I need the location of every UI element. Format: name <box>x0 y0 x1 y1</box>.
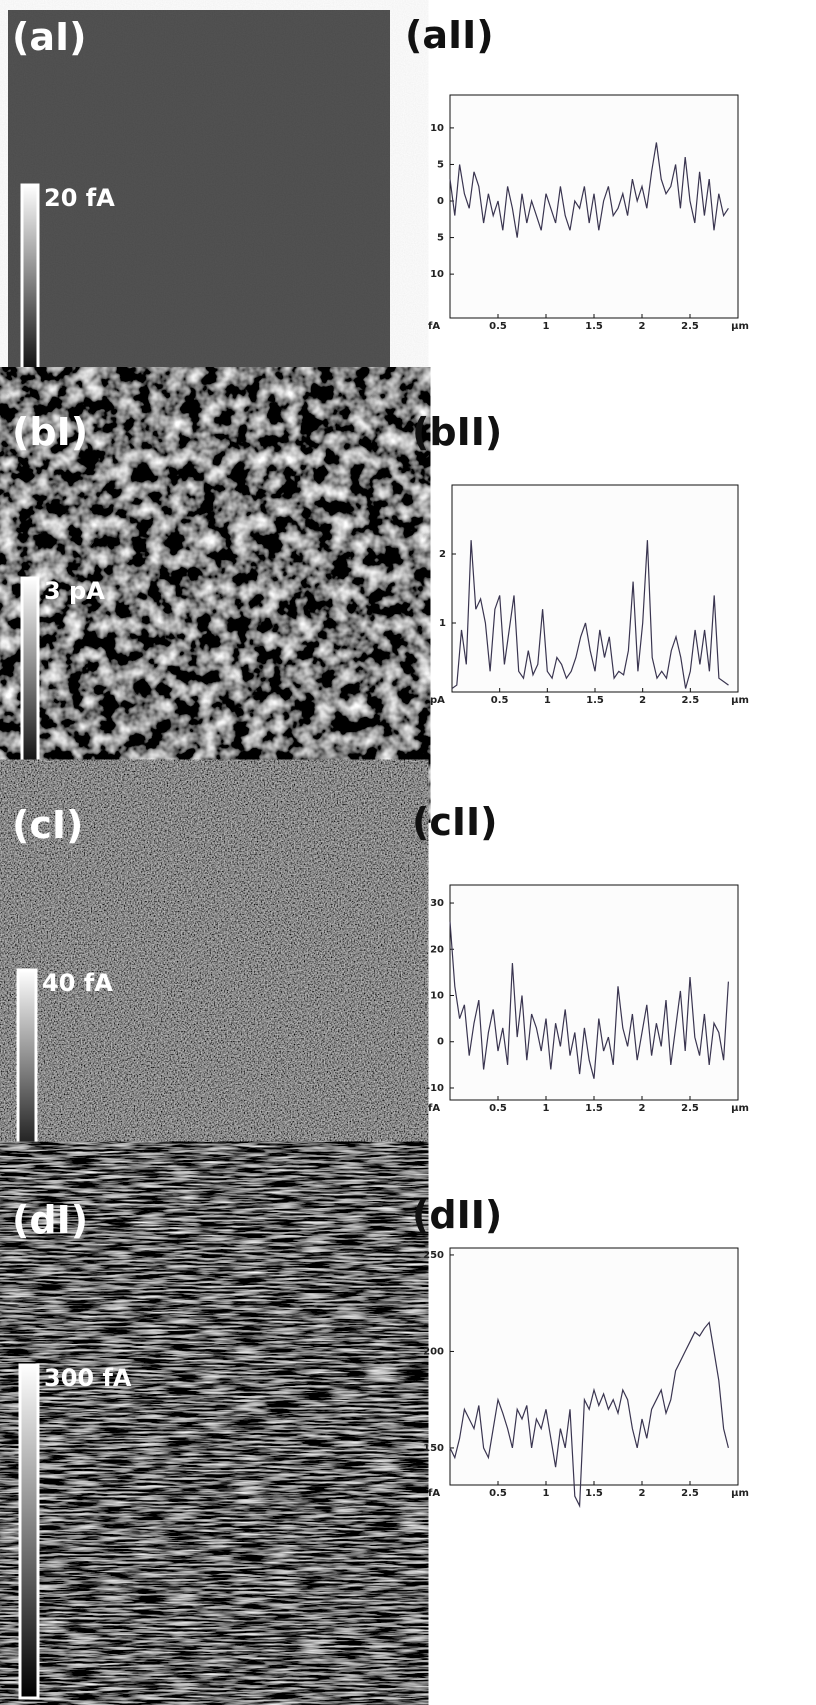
y-tick-label: 200 <box>423 1346 444 1357</box>
data-line <box>449 142 729 238</box>
image-texture <box>8 1193 390 1705</box>
x-tick-label: 1.5 <box>585 1103 603 1114</box>
y-tick-label: 150 <box>423 1443 444 1454</box>
x-tick-label: 1 <box>543 321 550 332</box>
x-unit-label: µm <box>731 695 749 706</box>
image-texture <box>8 798 390 1180</box>
y-tick-label: 2 <box>439 549 446 560</box>
x-tick-label: 1 <box>543 1103 550 1114</box>
image-label: (aI) <box>12 15 87 59</box>
y-tick-label: 0 <box>437 196 444 207</box>
x-tick-label: 2.5 <box>681 1488 699 1499</box>
x-tick-label: 1 <box>543 1488 550 1499</box>
x-tick-label: 2 <box>639 321 646 332</box>
x-tick-label: 0.5 <box>489 1103 507 1114</box>
data-line <box>449 921 729 1079</box>
y-unit-label: fA <box>428 1103 440 1114</box>
chart-title: (dII) <box>412 1193 502 1237</box>
scale-label: 300 fA <box>44 1364 132 1392</box>
image-texture <box>8 405 392 785</box>
chart-title: (aII) <box>405 13 494 57</box>
image-label: (bI) <box>12 410 88 454</box>
y-tick-label: 10 <box>430 991 444 1002</box>
x-tick-label: 2 <box>639 1103 646 1114</box>
y-tick-label: 10 <box>430 123 444 134</box>
x-unit-label: µm <box>731 1103 749 1114</box>
plot-area <box>449 94 739 319</box>
x-tick-label: 2 <box>639 695 646 706</box>
x-tick-label: 0.5 <box>489 321 507 332</box>
y-tick-label: 1 <box>439 618 446 629</box>
image-texture <box>8 10 390 390</box>
x-tick-label: 1.5 <box>585 321 603 332</box>
data-line <box>451 540 729 689</box>
x-tick-label: 1 <box>544 695 551 706</box>
plot-area <box>449 884 739 1101</box>
y-unit-label: fA <box>428 321 440 332</box>
x-tick-label: 1.5 <box>586 695 604 706</box>
scale-bar <box>16 968 38 1172</box>
y-tick-label: 20 <box>430 944 444 955</box>
y-tick-label: 0 <box>437 1037 444 1048</box>
scale-bar <box>18 1363 40 1700</box>
y-tick-label: 5 <box>437 159 444 170</box>
x-unit-label: µm <box>731 321 749 332</box>
image-label: (dI) <box>12 1198 88 1242</box>
y-tick-label: -10 <box>426 1083 444 1094</box>
y-tick-label: 10 <box>430 269 444 280</box>
x-tick-label: 0.5 <box>491 695 509 706</box>
scale-label: 20 fA <box>44 184 115 212</box>
y-tick-label: 30 <box>430 898 444 909</box>
chart-title: (cII) <box>412 800 498 844</box>
y-tick-label: 250 <box>423 1250 444 1261</box>
x-tick-label: 1.5 <box>585 1488 603 1499</box>
y-tick-label: 5 <box>437 233 444 244</box>
scale-label: 40 fA <box>42 969 113 997</box>
scale-bar <box>20 183 40 384</box>
x-tick-label: 2.5 <box>681 321 699 332</box>
plot-area <box>449 1247 739 1486</box>
x-tick-label: 2.5 <box>681 1103 699 1114</box>
chart-title: (bII) <box>412 410 502 454</box>
scale-bar <box>20 576 40 779</box>
x-tick-label: 2.5 <box>681 695 699 706</box>
image-label: (cI) <box>12 803 83 847</box>
y-unit-label: pA <box>430 695 445 706</box>
scale-label: 3 pA <box>44 577 105 605</box>
plot-area <box>451 484 739 693</box>
x-tick-label: 2 <box>639 1488 646 1499</box>
data-line <box>449 1321 729 1509</box>
x-tick-label: 0.5 <box>489 1488 507 1499</box>
x-unit-label: µm <box>731 1488 749 1499</box>
y-unit-label: fA <box>428 1488 440 1499</box>
